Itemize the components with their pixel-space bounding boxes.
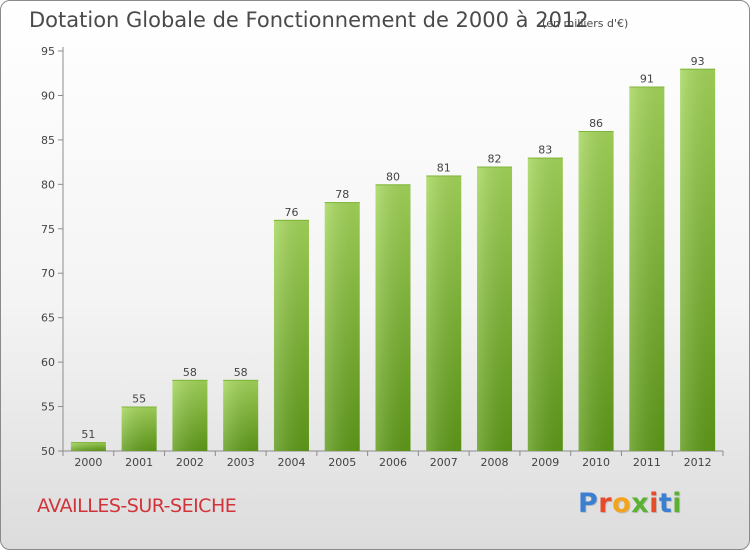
logo-letter: i <box>649 488 659 519</box>
data-label: 58 <box>183 366 197 379</box>
y-tick-label: 70 <box>41 267 55 280</box>
x-tick-label: 2010 <box>582 456 610 469</box>
data-label: 82 <box>488 153 502 166</box>
y-tick-label: 55 <box>41 401 55 414</box>
logo-letter: o <box>612 488 632 519</box>
logo-letter: t <box>658 488 673 519</box>
x-tick-label: 2003 <box>227 456 255 469</box>
x-tick-label: 2001 <box>125 456 153 469</box>
y-tick-label: 80 <box>41 178 55 191</box>
bar-shade <box>527 157 563 451</box>
proxiti-logo: Proxiti <box>578 488 682 519</box>
data-label: 55 <box>132 393 146 406</box>
x-tick-label: 2006 <box>379 456 407 469</box>
bar-shade <box>324 202 360 451</box>
data-label: 78 <box>335 188 349 201</box>
data-label: 91 <box>640 73 654 86</box>
data-label: 83 <box>538 144 552 157</box>
x-tick-label: 2009 <box>531 456 559 469</box>
x-tick-label: 2007 <box>430 456 458 469</box>
x-tick-label: 2004 <box>277 456 305 469</box>
x-tick-label: 2011 <box>633 456 661 469</box>
x-tick-label: 2000 <box>74 456 102 469</box>
bar-shade <box>223 379 259 451</box>
bar-shade <box>121 406 157 451</box>
chart-title: Dotation Globale de Fonctionnement de 20… <box>29 8 589 32</box>
bar-shade <box>680 68 716 452</box>
data-label: 80 <box>386 170 400 183</box>
data-label: 58 <box>234 366 248 379</box>
x-tick-label: 2008 <box>481 456 509 469</box>
bar-shade <box>70 442 106 451</box>
data-label: 93 <box>691 55 705 68</box>
y-tick-label: 75 <box>41 223 55 236</box>
chart-unit: (en milliers d'€) <box>542 17 629 30</box>
data-label: 76 <box>284 206 298 219</box>
data-label: 86 <box>589 117 603 130</box>
bar-shade <box>426 175 462 451</box>
bar-shade <box>172 379 208 451</box>
bar-shade <box>273 219 309 451</box>
y-tick-label: 50 <box>41 445 55 458</box>
bar-shade <box>578 131 614 451</box>
y-tick-label: 90 <box>41 89 55 102</box>
commune-name: AVAILLES-SUR-SEICHE <box>37 495 237 517</box>
y-tick-label: 95 <box>41 45 55 58</box>
bar-shade <box>629 86 665 452</box>
x-tick-label: 2012 <box>684 456 712 469</box>
logo-letter: i <box>672 488 683 519</box>
x-tick-label: 2002 <box>176 456 204 469</box>
logo-letter: r <box>598 488 613 519</box>
logo-letter: P <box>578 488 599 519</box>
y-tick-label: 85 <box>41 134 55 147</box>
x-tick-label: 2005 <box>328 456 356 469</box>
bar-shade <box>477 166 513 452</box>
y-tick-label: 60 <box>41 356 55 369</box>
data-label: 51 <box>81 428 95 441</box>
data-label: 81 <box>437 161 451 174</box>
bar-shade <box>375 184 411 452</box>
logo-letter: x <box>631 488 650 519</box>
y-tick-label: 65 <box>41 312 55 325</box>
